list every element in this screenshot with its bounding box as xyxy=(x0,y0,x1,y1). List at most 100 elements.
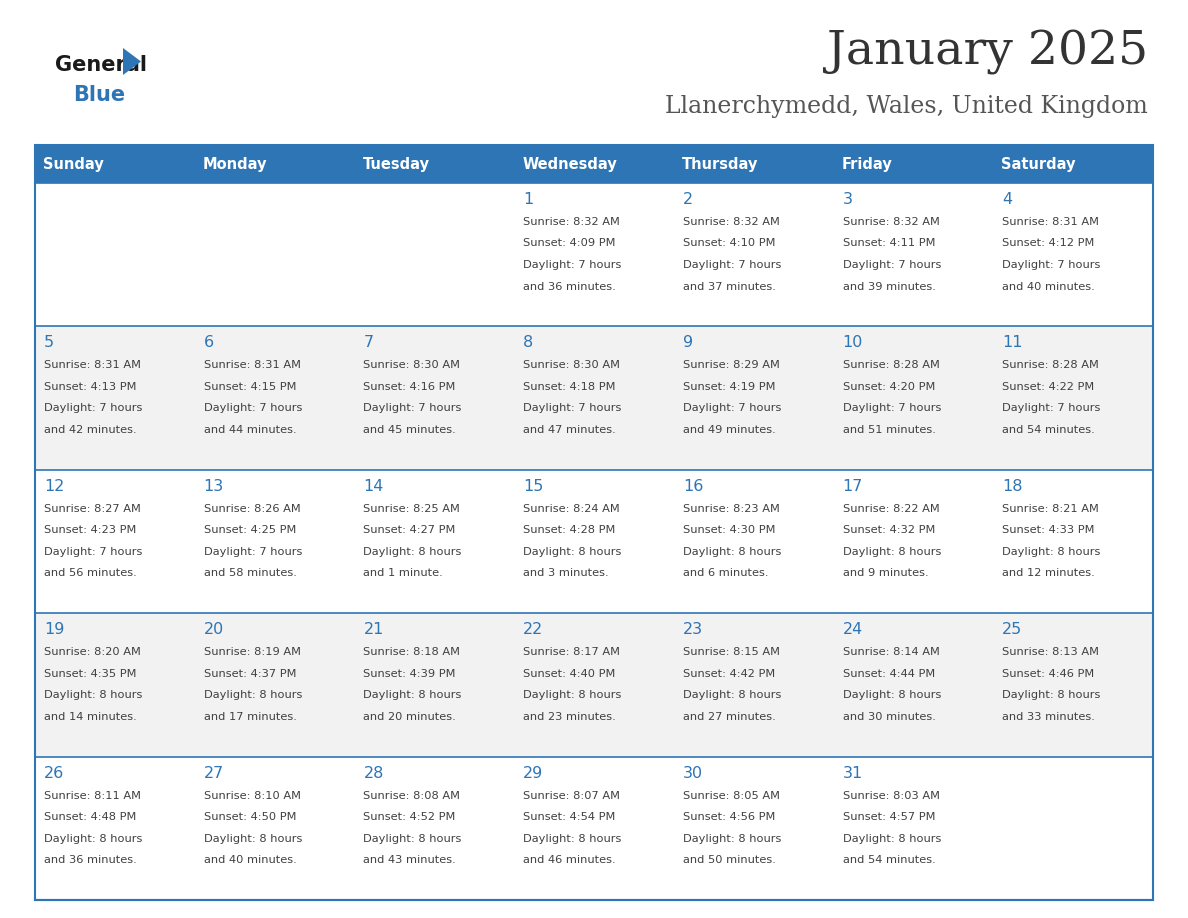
Text: Sunrise: 8:26 AM: Sunrise: 8:26 AM xyxy=(203,504,301,514)
Text: Sunrise: 8:29 AM: Sunrise: 8:29 AM xyxy=(683,361,779,370)
Text: and 9 minutes.: and 9 minutes. xyxy=(842,568,928,578)
Text: Sunrise: 8:19 AM: Sunrise: 8:19 AM xyxy=(203,647,301,657)
Text: Daylight: 7 hours: Daylight: 7 hours xyxy=(1003,403,1100,413)
Text: and 54 minutes.: and 54 minutes. xyxy=(842,855,935,865)
Text: and 40 minutes.: and 40 minutes. xyxy=(203,855,297,865)
Text: and 51 minutes.: and 51 minutes. xyxy=(842,425,935,435)
Text: Saturday: Saturday xyxy=(1001,156,1076,172)
Text: 1: 1 xyxy=(523,192,533,207)
Text: 22: 22 xyxy=(523,622,543,637)
Text: Llanerchymedd, Wales, United Kingdom: Llanerchymedd, Wales, United Kingdom xyxy=(665,95,1148,118)
Text: Sunrise: 8:20 AM: Sunrise: 8:20 AM xyxy=(44,647,141,657)
Text: 9: 9 xyxy=(683,335,693,351)
Text: Sunrise: 8:10 AM: Sunrise: 8:10 AM xyxy=(203,790,301,800)
Text: Sunrise: 8:11 AM: Sunrise: 8:11 AM xyxy=(44,790,141,800)
Text: Wednesday: Wednesday xyxy=(523,156,617,172)
Text: 8: 8 xyxy=(523,335,533,351)
Text: and 17 minutes.: and 17 minutes. xyxy=(203,711,297,722)
Text: Sunset: 4:48 PM: Sunset: 4:48 PM xyxy=(44,812,137,823)
Text: 17: 17 xyxy=(842,479,862,494)
Text: 28: 28 xyxy=(364,766,384,780)
Text: Daylight: 7 hours: Daylight: 7 hours xyxy=(203,547,302,557)
Bar xyxy=(34,613,1154,756)
Text: and 56 minutes.: and 56 minutes. xyxy=(44,568,137,578)
Text: Sunset: 4:20 PM: Sunset: 4:20 PM xyxy=(842,382,935,392)
Text: Daylight: 8 hours: Daylight: 8 hours xyxy=(842,690,941,700)
Text: Sunset: 4:54 PM: Sunset: 4:54 PM xyxy=(523,812,615,823)
Text: 16: 16 xyxy=(683,479,703,494)
Bar xyxy=(34,327,1154,470)
Text: Sunset: 4:09 PM: Sunset: 4:09 PM xyxy=(523,239,615,249)
Text: Sunrise: 8:25 AM: Sunrise: 8:25 AM xyxy=(364,504,460,514)
Text: and 1 minute.: and 1 minute. xyxy=(364,568,443,578)
Text: 3: 3 xyxy=(842,192,853,207)
Text: Sunrise: 8:14 AM: Sunrise: 8:14 AM xyxy=(842,647,940,657)
Text: 31: 31 xyxy=(842,766,862,780)
Text: Daylight: 7 hours: Daylight: 7 hours xyxy=(364,403,462,413)
Text: Sunrise: 8:05 AM: Sunrise: 8:05 AM xyxy=(683,790,779,800)
Text: Sunrise: 8:31 AM: Sunrise: 8:31 AM xyxy=(203,361,301,370)
Text: Daylight: 8 hours: Daylight: 8 hours xyxy=(683,547,782,557)
Text: Sunset: 4:33 PM: Sunset: 4:33 PM xyxy=(1003,525,1095,535)
Bar xyxy=(34,145,1154,183)
Text: Sunrise: 8:28 AM: Sunrise: 8:28 AM xyxy=(842,361,940,370)
Text: Sunset: 4:57 PM: Sunset: 4:57 PM xyxy=(842,812,935,823)
Text: and 42 minutes.: and 42 minutes. xyxy=(44,425,137,435)
Text: Thursday: Thursday xyxy=(682,156,758,172)
Bar xyxy=(34,470,1154,613)
Text: Sunrise: 8:30 AM: Sunrise: 8:30 AM xyxy=(523,361,620,370)
Text: Sunset: 4:35 PM: Sunset: 4:35 PM xyxy=(44,668,137,678)
Text: Sunrise: 8:17 AM: Sunrise: 8:17 AM xyxy=(523,647,620,657)
Text: Sunrise: 8:27 AM: Sunrise: 8:27 AM xyxy=(44,504,141,514)
Text: Sunset: 4:18 PM: Sunset: 4:18 PM xyxy=(523,382,615,392)
Text: and 40 minutes.: and 40 minutes. xyxy=(1003,282,1095,292)
Text: Sunset: 4:46 PM: Sunset: 4:46 PM xyxy=(1003,668,1094,678)
Text: and 44 minutes.: and 44 minutes. xyxy=(203,425,296,435)
Text: Sunrise: 8:18 AM: Sunrise: 8:18 AM xyxy=(364,647,461,657)
Text: Sunrise: 8:07 AM: Sunrise: 8:07 AM xyxy=(523,790,620,800)
Polygon shape xyxy=(124,48,141,75)
Text: 23: 23 xyxy=(683,622,703,637)
Text: Sunrise: 8:22 AM: Sunrise: 8:22 AM xyxy=(842,504,940,514)
Text: 7: 7 xyxy=(364,335,373,351)
Text: Daylight: 8 hours: Daylight: 8 hours xyxy=(683,834,782,844)
Text: Sunset: 4:56 PM: Sunset: 4:56 PM xyxy=(683,812,776,823)
Text: and 37 minutes.: and 37 minutes. xyxy=(683,282,776,292)
Text: 10: 10 xyxy=(842,335,862,351)
Text: Daylight: 8 hours: Daylight: 8 hours xyxy=(364,834,462,844)
Text: Daylight: 8 hours: Daylight: 8 hours xyxy=(842,547,941,557)
Text: Daylight: 8 hours: Daylight: 8 hours xyxy=(1003,690,1100,700)
Text: 27: 27 xyxy=(203,766,225,780)
Text: and 36 minutes.: and 36 minutes. xyxy=(44,855,137,865)
Text: and 49 minutes.: and 49 minutes. xyxy=(683,425,776,435)
Text: 15: 15 xyxy=(523,479,544,494)
Text: Sunrise: 8:28 AM: Sunrise: 8:28 AM xyxy=(1003,361,1099,370)
Text: and 23 minutes.: and 23 minutes. xyxy=(523,711,615,722)
Text: Sunset: 4:10 PM: Sunset: 4:10 PM xyxy=(683,239,776,249)
Text: and 46 minutes.: and 46 minutes. xyxy=(523,855,615,865)
Text: Daylight: 8 hours: Daylight: 8 hours xyxy=(203,690,302,700)
Text: Daylight: 7 hours: Daylight: 7 hours xyxy=(1003,260,1100,270)
Text: 6: 6 xyxy=(203,335,214,351)
Text: and 12 minutes.: and 12 minutes. xyxy=(1003,568,1095,578)
Text: Daylight: 7 hours: Daylight: 7 hours xyxy=(842,260,941,270)
Text: Sunset: 4:23 PM: Sunset: 4:23 PM xyxy=(44,525,137,535)
Text: Blue: Blue xyxy=(72,85,125,105)
Text: Sunset: 4:30 PM: Sunset: 4:30 PM xyxy=(683,525,776,535)
Text: Sunrise: 8:32 AM: Sunrise: 8:32 AM xyxy=(842,217,940,227)
Text: and 6 minutes.: and 6 minutes. xyxy=(683,568,769,578)
Text: and 45 minutes.: and 45 minutes. xyxy=(364,425,456,435)
Text: Sunrise: 8:32 AM: Sunrise: 8:32 AM xyxy=(683,217,779,227)
Text: Daylight: 8 hours: Daylight: 8 hours xyxy=(364,547,462,557)
Text: and 47 minutes.: and 47 minutes. xyxy=(523,425,615,435)
Text: Daylight: 7 hours: Daylight: 7 hours xyxy=(683,260,782,270)
Text: and 3 minutes.: and 3 minutes. xyxy=(523,568,608,578)
Text: 26: 26 xyxy=(44,766,64,780)
Text: 29: 29 xyxy=(523,766,543,780)
Text: General: General xyxy=(55,55,147,75)
Text: 19: 19 xyxy=(44,622,64,637)
Text: and 20 minutes.: and 20 minutes. xyxy=(364,711,456,722)
Text: Sunrise: 8:03 AM: Sunrise: 8:03 AM xyxy=(842,790,940,800)
Text: 14: 14 xyxy=(364,479,384,494)
Text: and 54 minutes.: and 54 minutes. xyxy=(1003,425,1095,435)
